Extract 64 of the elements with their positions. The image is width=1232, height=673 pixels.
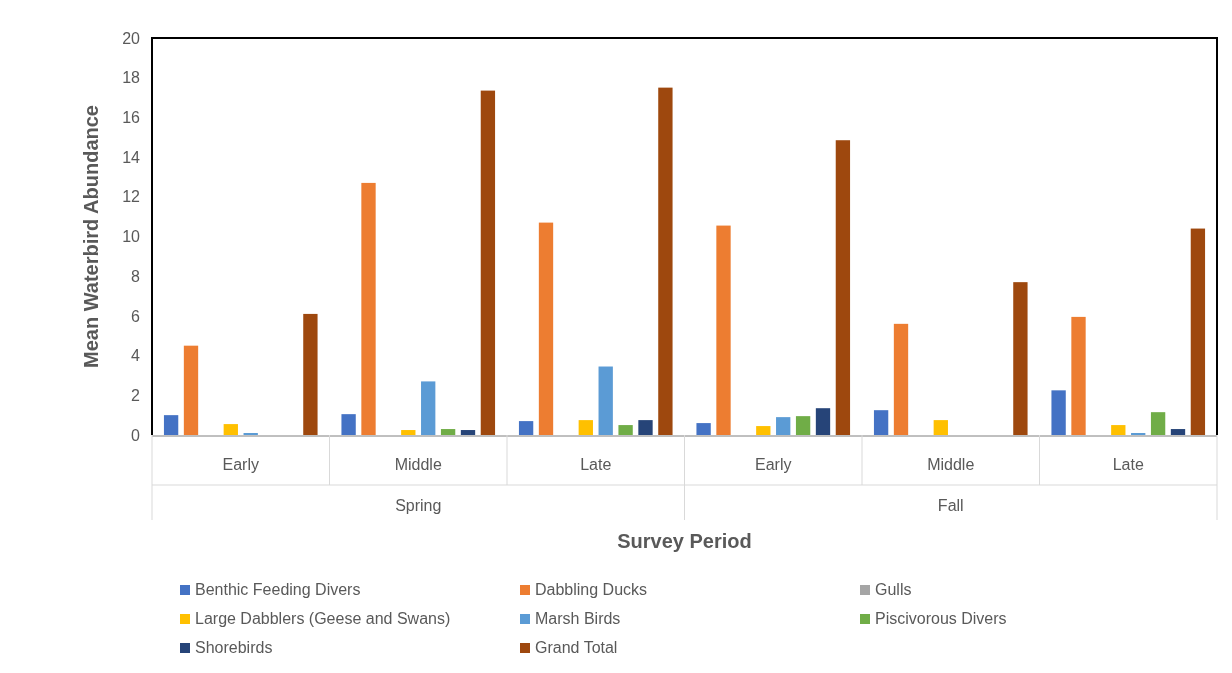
y-tick-label: 16: [122, 109, 141, 127]
y-tick-label: 20: [122, 29, 141, 47]
y-tick-label: 4: [131, 347, 141, 365]
bar: [460, 430, 476, 435]
x-tick-label: Early: [222, 456, 259, 473]
bar: [638, 420, 653, 435]
bar: [1051, 390, 1066, 435]
x-tick-label: Middle: [927, 456, 975, 473]
bar: [183, 345, 199, 435]
legend-label: Benthic Feeding Divers: [195, 581, 361, 598]
text: Fall: [937, 497, 964, 514]
bar: [223, 424, 238, 435]
bar: [658, 87, 673, 435]
bar: [538, 222, 554, 435]
x-tick-label: Middle: [394, 456, 442, 473]
bar: [893, 323, 909, 435]
bar: [696, 423, 711, 435]
bar: [1190, 228, 1206, 435]
bar: [1071, 316, 1086, 435]
legend-label: Large Dabblers (Geese and Swans): [195, 610, 451, 627]
y-tick-label: 14: [122, 148, 141, 166]
bar: [835, 140, 851, 435]
x-axis-title: Survey Period: [617, 530, 752, 552]
bar: [795, 416, 811, 435]
x-tick-label: Late: [1112, 456, 1144, 473]
bar: [401, 430, 416, 435]
bar: [1170, 429, 1186, 435]
y-tick-label: 12: [122, 188, 141, 206]
bar: [756, 426, 771, 435]
x-tick-label: Early: [755, 456, 792, 473]
bar: [341, 414, 356, 435]
bar: [578, 420, 593, 435]
bar: [1150, 412, 1166, 435]
bar: [518, 421, 534, 435]
bar: [873, 410, 889, 435]
bar: [815, 408, 831, 435]
y-tick-label: 2: [131, 386, 141, 404]
y-axis-title: Mean Waterbird Abundance: [80, 105, 102, 368]
x-tick-label: Late: [580, 456, 612, 473]
bar: [716, 225, 731, 435]
text: Spring: [395, 497, 442, 514]
bar: [618, 425, 633, 435]
bar: [776, 417, 791, 435]
bar: [440, 429, 456, 435]
legend-label: Marsh Birds: [535, 610, 621, 627]
legend-label: Shorebirds: [195, 639, 273, 656]
bar: [163, 415, 179, 435]
bar: [480, 90, 496, 435]
y-tick-label: 10: [122, 228, 141, 246]
legend-label: Piscivorous Divers: [875, 610, 1007, 627]
y-tick-label: 18: [122, 69, 141, 87]
y-tick-label: 6: [131, 307, 141, 325]
bar: [303, 313, 318, 435]
y-tick-label: 0: [131, 426, 141, 444]
y-tick-label: 8: [131, 267, 141, 285]
bar: [598, 366, 613, 435]
legend-label: Grand Total: [535, 639, 618, 656]
bar: [421, 381, 436, 435]
bar: [1013, 282, 1028, 435]
bar: [933, 420, 948, 435]
bar: [361, 182, 376, 435]
bar: [1111, 425, 1126, 435]
legend-label: Dabbling Ducks: [535, 581, 648, 598]
legend-label: Gulls: [875, 581, 912, 598]
